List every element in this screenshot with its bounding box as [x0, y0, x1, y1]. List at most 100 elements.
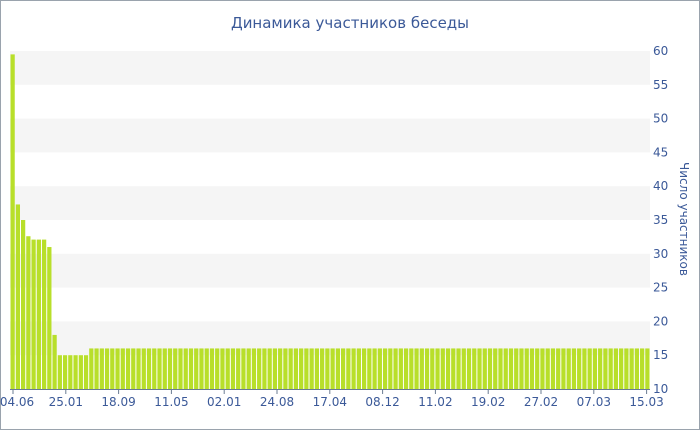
bar: [257, 348, 262, 389]
bar: [545, 348, 550, 389]
grid-band: [10, 253, 650, 288]
y-tick-label: 50: [653, 112, 668, 126]
bar: [115, 348, 120, 389]
bar: [330, 348, 335, 389]
bar: [608, 348, 613, 389]
x-tick-label: 08.12: [365, 395, 399, 409]
bar: [582, 348, 587, 389]
bar: [162, 348, 167, 389]
grid-bands: [10, 51, 650, 356]
bar: [351, 348, 356, 389]
grid-band: [10, 118, 650, 153]
y-tick-label: 35: [653, 213, 668, 227]
bar: [424, 348, 430, 389]
bar: [204, 348, 209, 389]
bar: [26, 236, 31, 389]
y-tick-label: 55: [653, 78, 668, 92]
bar: [178, 348, 183, 389]
bar: [183, 348, 188, 389]
bar: [629, 348, 634, 389]
bar: [466, 348, 472, 389]
bar: [645, 348, 650, 389]
bar: [619, 348, 624, 389]
bar: [482, 348, 487, 389]
bar: [272, 348, 278, 389]
bar: [445, 348, 451, 389]
bar: [83, 355, 89, 389]
y-tick-label: 25: [653, 281, 668, 295]
bar: [320, 348, 325, 389]
bar: [440, 348, 445, 389]
bar: [152, 348, 157, 389]
bar: [146, 348, 152, 389]
x-tick-label: 02.01: [207, 395, 241, 409]
bar: [613, 348, 619, 389]
bar: [487, 348, 493, 389]
bar: [382, 348, 388, 389]
bar: [131, 348, 136, 389]
bar: [20, 220, 26, 389]
x-tick-label: 15.03: [629, 395, 663, 409]
bar: [215, 348, 220, 389]
x-tick-label: 07.03: [577, 395, 611, 409]
bar: [220, 348, 225, 389]
bar: [456, 348, 461, 389]
bar: [498, 348, 503, 389]
bar: [519, 348, 524, 389]
bar: [624, 348, 629, 389]
bar: [398, 348, 403, 389]
x-tick-label: 04.06: [0, 395, 34, 409]
bar: [508, 348, 514, 389]
bar: [236, 348, 241, 389]
bar: [246, 348, 251, 389]
y-tick-label: 60: [653, 44, 668, 58]
bar: [120, 348, 125, 389]
bar: [309, 348, 314, 389]
y-tick-label: 20: [653, 314, 668, 328]
bar: [550, 348, 556, 389]
bar: [15, 204, 20, 389]
bar: [340, 348, 346, 389]
bar: [157, 348, 162, 389]
bar: [194, 348, 199, 389]
bar: [167, 348, 173, 389]
bar: [409, 348, 414, 389]
bar: [634, 348, 640, 389]
bar: [367, 348, 372, 389]
bar: [241, 348, 246, 389]
bar: [603, 348, 608, 389]
bar: [188, 348, 194, 389]
bar: [110, 348, 115, 389]
bar: [335, 348, 340, 389]
bar: [262, 348, 267, 389]
bar: [587, 348, 592, 389]
x-tick-label: 19.02: [471, 395, 505, 409]
y-tick-label: 15: [653, 348, 668, 362]
grid-band: [10, 186, 650, 220]
bar: [41, 239, 47, 389]
y-axis-label: Число участников: [677, 162, 691, 276]
bar: [514, 348, 519, 389]
chart-title: Динамика участников беседы: [231, 14, 469, 32]
bar: [430, 348, 435, 389]
bar: [288, 348, 293, 389]
y-tick-label: 40: [653, 179, 668, 193]
bar: [540, 348, 545, 389]
bar: [477, 348, 482, 389]
bar: [104, 348, 110, 389]
bar: [461, 348, 466, 389]
bar: [472, 348, 477, 389]
bar: [361, 348, 367, 389]
bar: [36, 239, 41, 389]
bar: [283, 348, 288, 389]
bar: [125, 348, 131, 389]
y-tick-label: 30: [653, 247, 668, 261]
bar: [640, 348, 645, 389]
bar: [356, 348, 361, 389]
bars: [10, 54, 650, 389]
bar: [304, 348, 309, 389]
bar: [47, 247, 52, 389]
x-tick-label: 24.08: [260, 395, 294, 409]
bar: [251, 348, 257, 389]
